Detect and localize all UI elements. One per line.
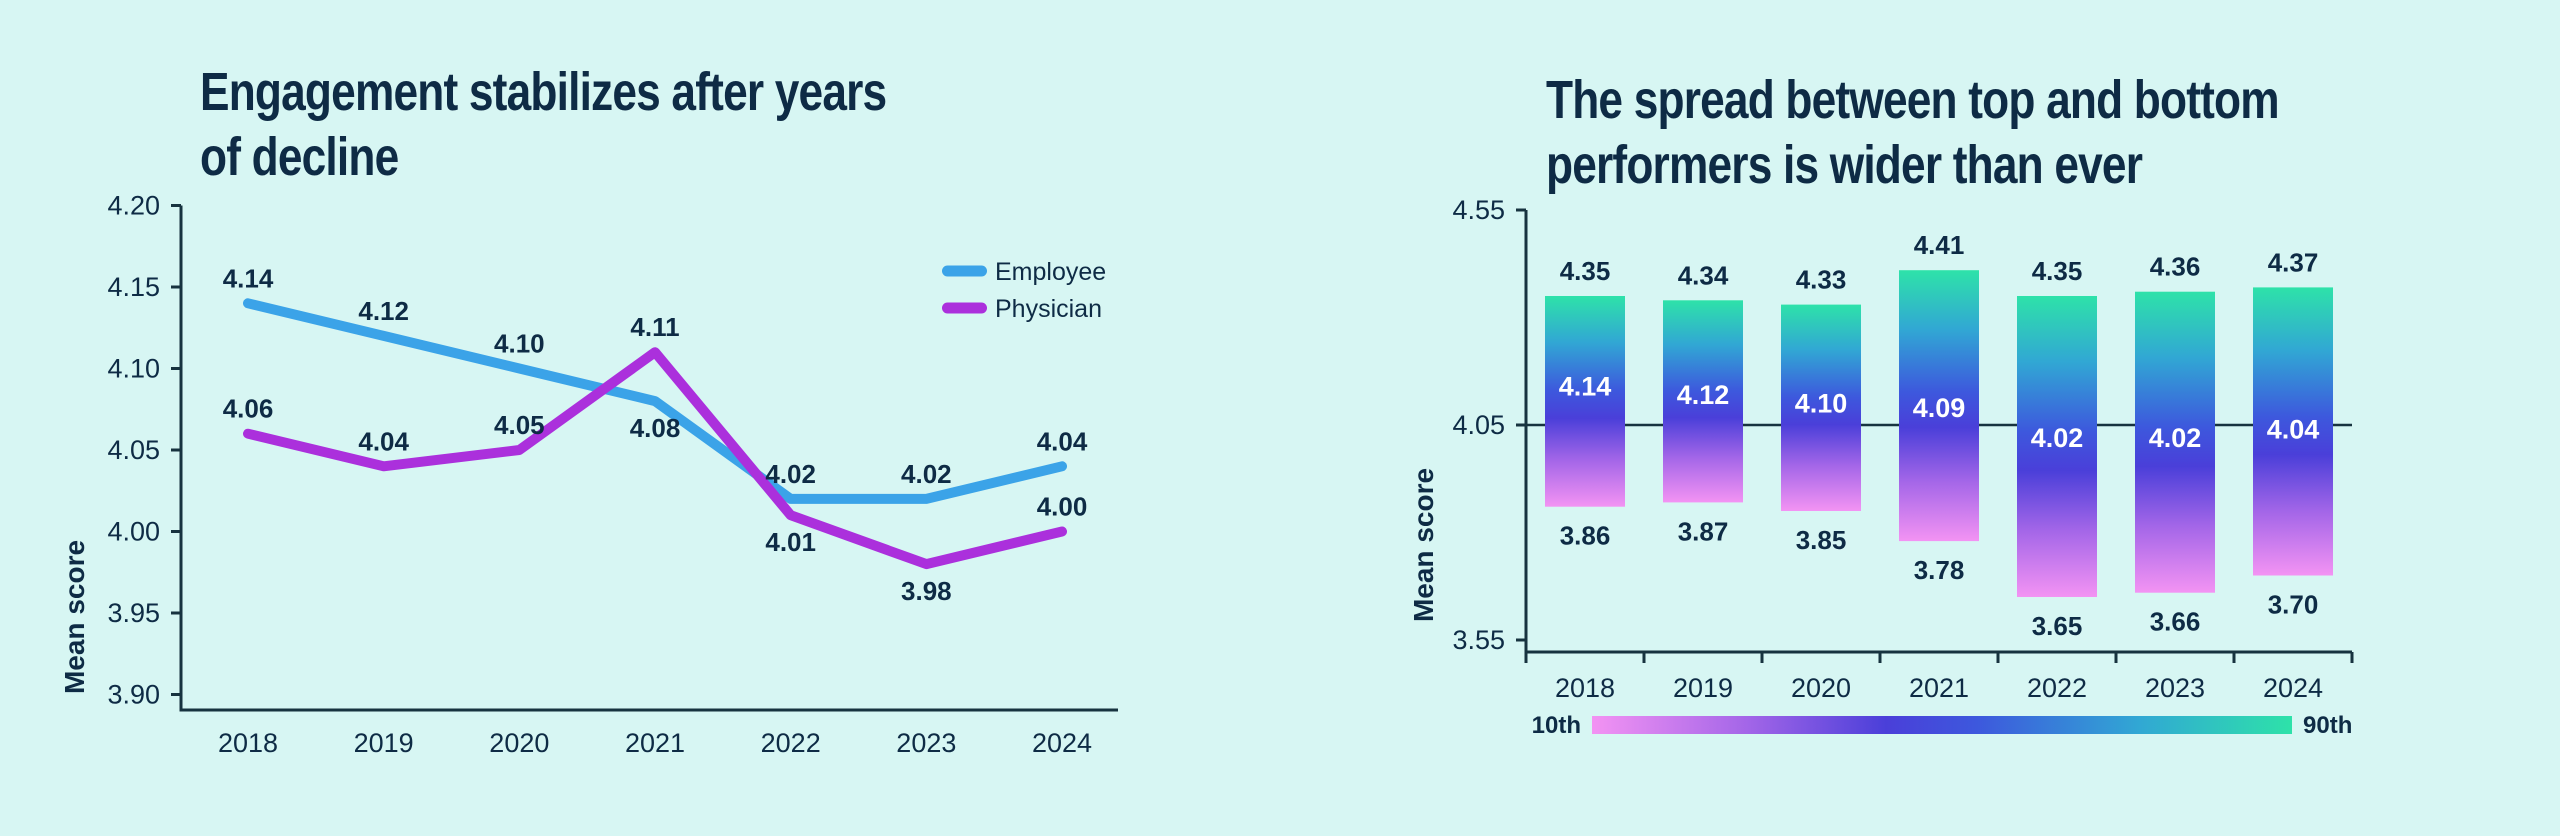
percentile-range-bar [2253,287,2333,576]
bar-mean-label: 4.09 [1913,393,1966,423]
line-chart-title-line1: Engagement stabilizes after years [200,62,886,122]
y-axis-tick-label: 4.15 [107,272,160,302]
line-chart-plot-area: 4.20 4.15 4.10 4.05 4.00 3.95 3.90 2018 2019 2020… [107,191,1118,758]
legend-label-employee: Employee [995,258,1106,286]
bar-bottom-label: 3.87 [1678,516,1729,546]
bar-bottom-label: 3.65 [2032,611,2083,641]
axes [179,205,1118,712]
percentile-range-bar [2017,296,2097,597]
x-axis-year-label: 2018 [1555,673,1615,703]
data-point-label: 4.04 [1037,426,1088,456]
bar-mean-label: 4.10 [1795,389,1848,419]
data-point-label: 3.98 [901,576,952,606]
bar-bottom-label: 3.78 [1914,555,1965,585]
y-axis-tick-label: 4.05 [107,435,160,465]
data-point-label: 4.10 [494,329,545,359]
bar-chart-plot-area: 4.35 4.14 3.86 4.34 4.12 3.87 4.33 4.10 3.85 4.41… [1452,195,2354,703]
legend-swatch-employee [942,265,987,277]
data-point-label: 4.06 [223,394,274,424]
bar-mean-label: 4.04 [2267,414,2320,444]
bar-chart-title-line2: performers is wider than ever [1546,135,2143,195]
series-line-physician [243,347,1068,570]
x-axis-year-label: 2024 [2263,673,2323,703]
y-axis-tick-label: 3.90 [107,680,160,710]
data-point-label: 4.05 [494,410,545,440]
x-axis-year-label: 2018 [218,728,278,758]
data-point-label: 4.04 [358,426,409,456]
bar-bottom-label: 3.85 [1796,525,1847,555]
bar-top-label: 4.35 [2032,256,2083,286]
percentile-range-bar [1781,304,1861,511]
x-axis-year-label: 2019 [354,728,414,758]
bar-mean-label: 4.02 [2031,423,2084,453]
x-axis-year-label: 2023 [896,728,956,758]
data-point-label: 4.00 [1037,492,1088,522]
bar-top-label: 4.37 [2268,247,2319,277]
bar-top-label: 4.41 [1914,230,1965,260]
y-axis-tick-label: 3.55 [1452,625,1505,655]
data-point-label: 4.02 [901,459,952,489]
x-axis-year-label: 2022 [2027,673,2087,703]
x-axis-year-label: 2021 [1909,673,1969,703]
bar-top-label: 4.36 [2150,252,2201,282]
data-point-label: 4.14 [223,263,274,293]
percentile-range-bar [2135,291,2215,593]
x-axis-year-label: 2024 [1032,728,1092,758]
y-axis-tick-label: 4.10 [107,354,160,384]
x-axis-year-label: 2021 [625,728,685,758]
bar-chart: The spread between top and bottom perfor… [1408,70,2354,739]
y-axis-tick-label: 4.00 [107,517,160,547]
percentile-range-bar [1899,270,1979,542]
x-axis-year-label: 2022 [761,728,821,758]
bar-mean-label: 4.02 [2149,423,2202,453]
bar-mean-label: 4.14 [1559,371,1612,401]
bar-chart-title-line1: The spread between top and bottom [1546,70,2279,130]
data-point-label: 4.02 [765,459,816,489]
bar-mean-label: 4.12 [1677,380,1730,410]
percentile-colorbar: 10th 90th [1532,712,2353,739]
percentile-range-bar [1545,296,1625,507]
colorbar-label-10th: 10th [1532,712,1581,739]
bar-bottom-label: 3.70 [2268,590,2319,620]
bar-top-label: 4.33 [1796,265,1847,295]
line-chart: Engagement stabilizes after years of dec… [59,62,1118,758]
x-axis-year-label: 2020 [1791,673,1851,703]
bar-chart-y-axis-label: Mean score [1408,468,1439,622]
bar-bottom-label: 3.86 [1560,521,1611,551]
y-axis-tick-label: 3.95 [107,598,160,628]
data-point-label: 4.01 [765,527,816,557]
data-point-label: 4.12 [358,296,409,326]
y-axis-tick-label: 4.55 [1452,195,1505,225]
percentile-range-bar [1663,300,1743,503]
line-chart-y-axis-label: Mean score [59,540,90,694]
legend-swatch-physician [942,302,987,314]
y-axis-tick-label: 4.05 [1452,410,1505,440]
bar-top-label: 4.34 [1678,260,1729,290]
x-axis-year-label: 2023 [2145,673,2205,703]
x-axis-year-label: 2019 [1673,673,1733,703]
data-point-label: 4.08 [630,413,681,443]
data-point-label: 4.11 [630,312,679,342]
line-chart-title-line2: of decline [200,127,398,187]
colorbar-gradient-bar [1592,716,2292,734]
x-axis-year-label: 2020 [489,728,549,758]
bar-top-label: 4.35 [1560,256,1611,286]
series-line-employee [243,298,1068,504]
y-axis-tick-label: 4.20 [107,191,160,221]
line-chart-legend: Employee Physician [942,258,1106,323]
bar-bottom-label: 3.66 [2150,607,2201,637]
colorbar-label-90th: 90th [2303,712,2352,739]
legend-label-physician: Physician [995,295,1102,323]
